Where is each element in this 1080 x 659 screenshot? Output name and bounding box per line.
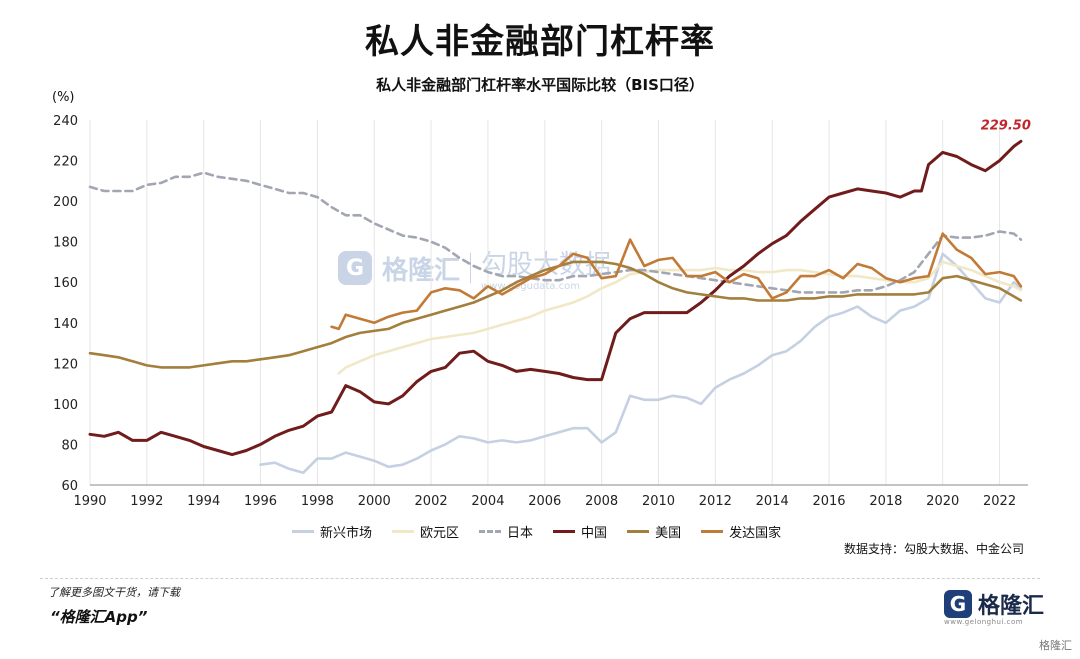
legend-label: 日本 xyxy=(507,525,534,541)
series-line-emerging xyxy=(259,252,1023,475)
x-tick-label: 2020 xyxy=(926,494,959,509)
legend-label: 美国 xyxy=(655,525,682,541)
peak-annotation: 229.50 xyxy=(981,118,1031,133)
legend-label: 欧元区 xyxy=(420,525,460,541)
legend-swatch xyxy=(553,529,576,533)
legend-item-emerging: 新兴市场 xyxy=(292,522,372,541)
legend-swatch xyxy=(627,529,650,533)
x-tick-label: 2012 xyxy=(699,494,732,509)
x-tick-label: 1998 xyxy=(301,494,334,509)
x-tick-label: 2010 xyxy=(642,494,675,509)
brand-block: G 格隆汇 xyxy=(944,588,1044,620)
watermark-separator xyxy=(470,253,472,283)
watermark-brand: 格隆汇 xyxy=(382,255,461,286)
x-tick-label: 2002 xyxy=(415,494,448,509)
x-tick-label: 1994 xyxy=(187,494,220,509)
y-tick-label: 240 xyxy=(53,114,78,129)
corner-watermark: 格隆汇 xyxy=(1039,639,1072,652)
x-tick-label: 2008 xyxy=(585,494,618,509)
x-tick-label: 2014 xyxy=(756,494,789,509)
legend-swatch xyxy=(392,529,415,533)
legend-item-developed: 发达国家 xyxy=(701,522,781,541)
y-tick-label: 180 xyxy=(53,236,78,251)
footer-app-name: “格隆汇App” xyxy=(50,608,148,626)
series-line-developed xyxy=(330,232,1023,331)
x-tick-label: 2004 xyxy=(471,494,504,509)
watermark-logo-icon: G xyxy=(338,251,372,285)
series-line-japan xyxy=(88,171,1023,294)
chart-subtitle: 私人非金融部门杠杆率水平国际比较（BIS口径） xyxy=(376,76,704,94)
series-line-euro xyxy=(337,260,1023,375)
brand-name: 格隆汇 xyxy=(978,594,1045,619)
x-tick-label: 1996 xyxy=(244,494,277,509)
x-tick-label: 2016 xyxy=(812,494,845,509)
y-tick-label: 160 xyxy=(53,276,78,291)
y-tick-label: 100 xyxy=(53,398,78,413)
legend-swatch xyxy=(479,529,502,533)
series-line-china xyxy=(88,139,1023,457)
x-tick-label: 2018 xyxy=(869,494,902,509)
legend-item-china: 中国 xyxy=(553,522,607,541)
x-tick-label: 2006 xyxy=(528,494,561,509)
x-tick-label: 1990 xyxy=(73,494,106,509)
center-watermark: G 格隆汇 勾股大数据 www.gogudata.com xyxy=(338,244,611,292)
legend-label: 发达国家 xyxy=(729,525,782,541)
legend-swatch xyxy=(292,529,314,533)
series-layer xyxy=(88,139,1023,475)
y-tick-label: 60 xyxy=(61,479,78,494)
chart-legend: 新兴市场 欧元区 日本 中国 美国 发达国家 xyxy=(292,521,781,541)
brand-logo-icon: G xyxy=(944,590,972,618)
footer-divider xyxy=(40,578,1040,579)
y-tick-label: 120 xyxy=(53,357,78,372)
brand-url: www.gelonghui.com xyxy=(944,618,1024,626)
x-tick-label: 2022 xyxy=(983,494,1016,509)
footer-note: 了解更多图文干货，请下载 xyxy=(48,586,180,599)
grid-layer xyxy=(89,120,1001,485)
x-tick-label: 2000 xyxy=(358,494,391,509)
y-axis-unit: (%) xyxy=(52,90,75,105)
watermark-partner-url: www.gogudata.com xyxy=(481,281,581,292)
label-layer: 229.50 xyxy=(981,118,1031,133)
series-line-usa xyxy=(88,260,1023,369)
axis-layer: 1990 1992 1994 1996 1998 2000 2002 2004 2006 2008… xyxy=(53,114,1028,509)
y-tick-label: 80 xyxy=(61,438,78,453)
y-tick-label: 200 xyxy=(53,195,78,210)
y-tick-label: 220 xyxy=(53,155,78,170)
page-title: 私人非金融部门杠杆率 xyxy=(365,22,715,62)
legend-swatch xyxy=(701,529,724,533)
legend-item-japan: 日本 xyxy=(479,522,533,541)
x-tick-label: 1992 xyxy=(130,494,163,509)
source-note: 数据支持：勾股大数据、中金公司 xyxy=(843,542,1024,556)
legend-item-usa: 美国 xyxy=(627,522,681,541)
y-tick-label: 140 xyxy=(53,317,78,332)
legend-label: 中国 xyxy=(581,525,608,541)
legend-label: 新兴市场 xyxy=(320,525,373,541)
legend-item-euro: 欧元区 xyxy=(392,522,459,541)
